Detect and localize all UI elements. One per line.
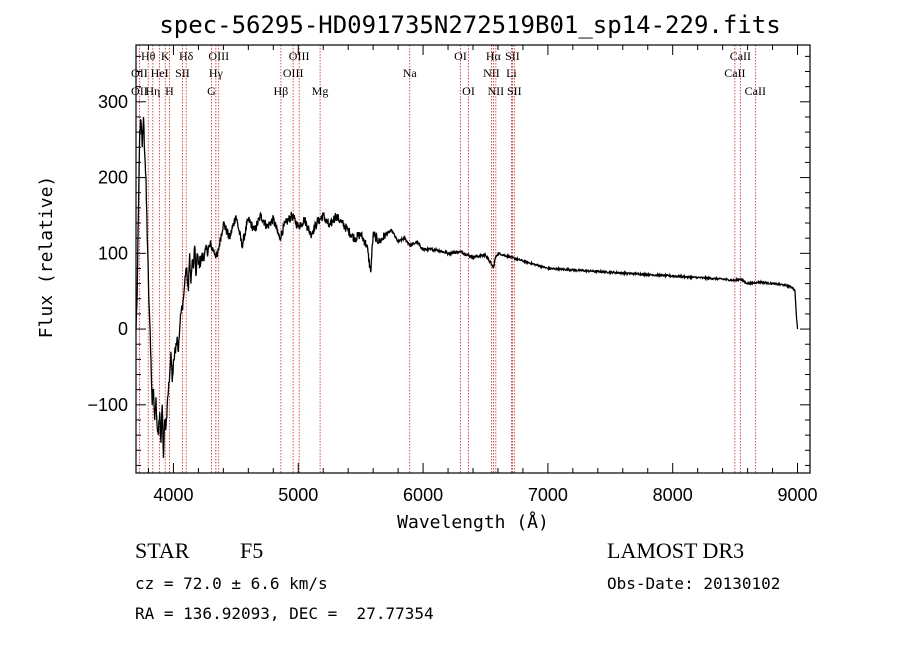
spectral-line-label: Hα [486, 49, 502, 63]
spectral-line-label: G [207, 84, 216, 98]
y-tick-label: −100 [87, 395, 128, 415]
x-tick-label: 7000 [528, 485, 568, 505]
redshift-text: cz = 72.0 ± 6.6 km/s [135, 574, 328, 593]
spectral-line-label: CaII [745, 84, 766, 98]
coordinates-text: RA = 136.92093, DEC = 27.77354 [135, 604, 434, 623]
spectral-line-label: Li [506, 66, 517, 80]
survey-name: LAMOST DR3 [607, 538, 745, 563]
x-tick-label: 8000 [653, 485, 693, 505]
spectral-line-label: OIII [208, 49, 229, 63]
spectral-line-label: OIII [289, 49, 310, 63]
spectral-line-label: NII [483, 66, 500, 80]
spectral-line-label: Mg [312, 84, 329, 98]
spectral-subclass: F5 [240, 538, 264, 563]
object-type: STAR [135, 538, 190, 563]
spectral-line-label: HeI [151, 66, 169, 80]
spectral-line-label: NII [488, 84, 505, 98]
spectral-line-label: K [161, 49, 170, 63]
spectral-line-markers [138, 45, 756, 473]
y-axis-label: Flux (relative) [36, 176, 57, 339]
spectral-line-label: Hβ [274, 84, 289, 98]
obs-date: Obs-Date: 20130102 [607, 574, 781, 593]
x-tick-label: 5000 [278, 485, 318, 505]
y-tick-label: 200 [98, 168, 128, 188]
x-tick-label: 4000 [153, 485, 193, 505]
spectral-line-label: SII [175, 66, 190, 80]
x-axis-label: Wavelength (Å) [397, 511, 549, 533]
spectral-line-label: OI [454, 49, 467, 63]
spectral-line-label: H [165, 84, 174, 98]
spectral-line-label: Hθ [141, 49, 156, 63]
y-tick-label: 0 [118, 319, 128, 339]
spectral-line-label: CaII [724, 66, 745, 80]
spectral-line-label: SII [507, 84, 522, 98]
spectral-line-label: Hη [145, 84, 160, 98]
spectral-line-label: CaII [730, 49, 751, 63]
spectral-line-label: Hγ [209, 66, 224, 80]
spectral-line-label: OIII [283, 66, 304, 80]
spectral-line-label: OI [462, 84, 475, 98]
spectrum-series-line [135, 116, 799, 458]
spectral-line-label: Hδ [179, 49, 194, 63]
y-tick-label: 100 [98, 243, 128, 263]
axis-ticks: 4000 5000 6000 7000 8000 9000 −100 0 100 200 300 [87, 45, 818, 505]
chart-title: spec-56295-HD091735N272519B01_sp14-229.f… [159, 11, 780, 39]
x-tick-label: 6000 [403, 485, 443, 505]
spectral-line-label: Na [403, 66, 418, 80]
x-tick-label: 9000 [777, 485, 817, 505]
spectral-line-label: OII [131, 66, 148, 80]
y-tick-label: 300 [98, 92, 128, 112]
spectral-line-label: OII [131, 84, 148, 98]
spectral-line-label: SII [505, 49, 520, 63]
